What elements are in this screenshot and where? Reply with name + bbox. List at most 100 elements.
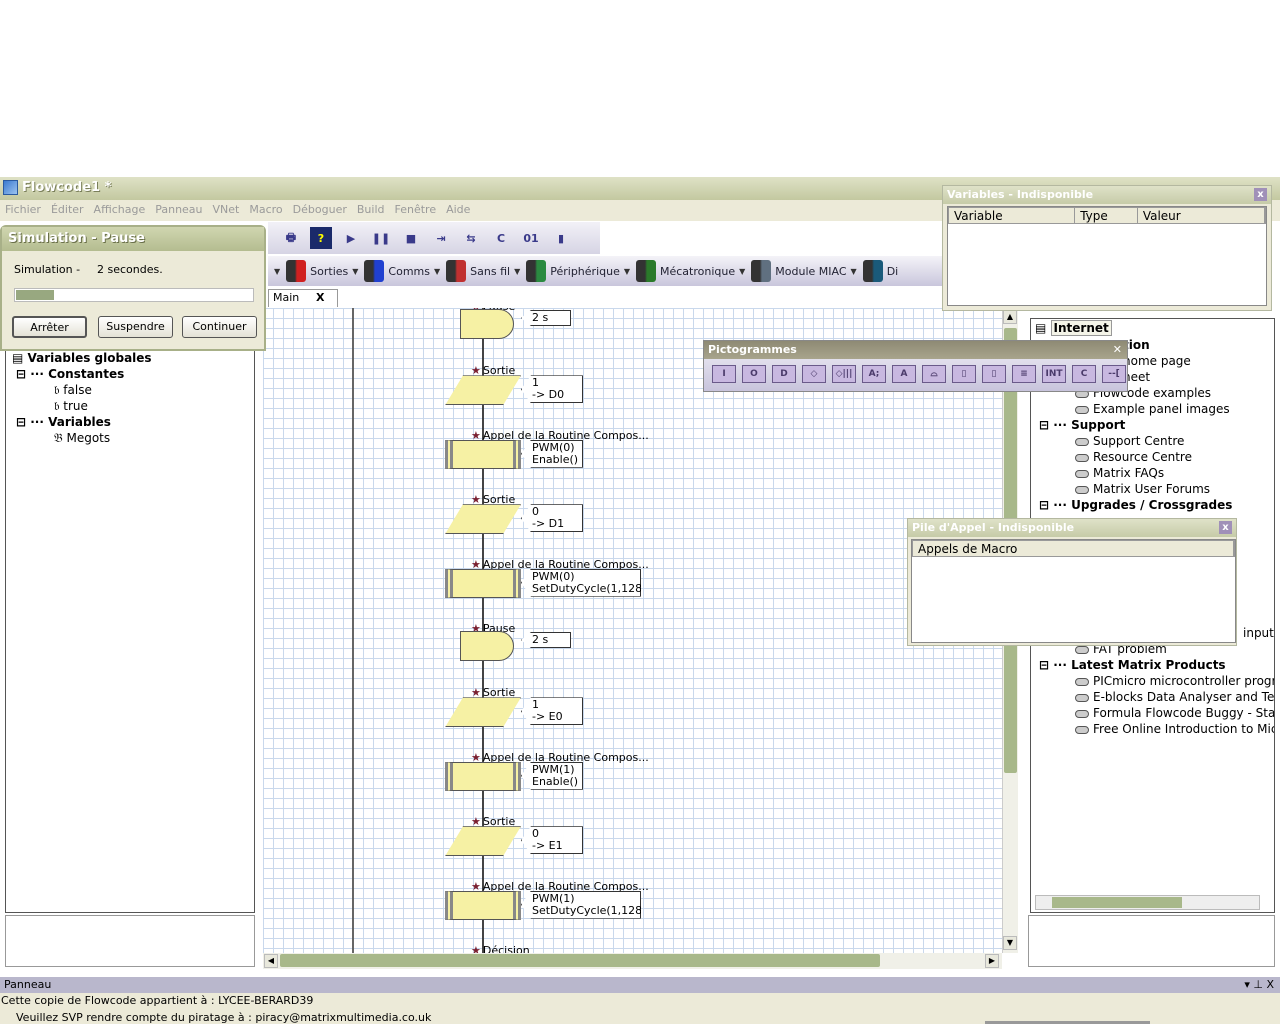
- dropdown-arrow-icon[interactable]: ▼: [352, 266, 359, 276]
- output-block[interactable]: [445, 504, 521, 534]
- tree-node-fragment[interactable]: tion: [1123, 338, 1150, 352]
- column-type[interactable]: Type: [1075, 208, 1138, 223]
- tree-leaf-false[interactable]: 𝔟 false: [54, 383, 92, 397]
- column-valeur[interactable]: Valeur: [1138, 208, 1265, 223]
- dropdown-arrow-icon[interactable]: ▼: [434, 266, 441, 276]
- component-macro-block[interactable]: [445, 890, 521, 920]
- scroll-down-icon[interactable]: ▼: [1003, 936, 1017, 950]
- tree-node-constantes[interactable]: ⊟ ··· Constantes: [16, 367, 125, 381]
- compile-hex-icon[interactable]: 01: [523, 231, 539, 245]
- tree-leaf-megots[interactable]: 𝔅 Megots: [54, 431, 111, 445]
- column-appels-de-macro[interactable]: Appels de Macro: [913, 541, 1234, 556]
- scroll-right-icon[interactable]: ▶: [985, 954, 999, 968]
- compile-c-icon[interactable]: C: [496, 231, 506, 245]
- pictogram-icon[interactable]: ◇: [802, 365, 826, 383]
- menu-8[interactable]: Fenêtre: [394, 203, 437, 216]
- component-macro-block[interactable]: [445, 439, 521, 469]
- tree-scroll-thumb[interactable]: [1052, 897, 1182, 908]
- menu-4[interactable]: VNet: [212, 203, 240, 216]
- tree-link-fragment[interactable]: input: [1243, 626, 1274, 640]
- pictogram-icon[interactable]: ◇|||: [832, 365, 856, 383]
- play-icon[interactable]: ▶: [346, 231, 356, 245]
- tree-root-internet[interactable]: ▤ Internet: [1035, 320, 1112, 336]
- menu-1[interactable]: Éditer: [50, 203, 84, 216]
- tree-link-example-panel-images[interactable]: Example panel images: [1075, 402, 1230, 416]
- horizontal-scroll-thumb[interactable]: [280, 954, 880, 967]
- output-block[interactable]: [445, 826, 521, 856]
- output-block[interactable]: [445, 375, 521, 405]
- menu-7[interactable]: Build: [356, 203, 385, 216]
- tree-leaf-true[interactable]: 𝔟 true: [54, 399, 88, 413]
- tree-link-fragment[interactable]: home page: [1123, 354, 1191, 368]
- tree-link[interactable]: PICmicro microcontroller progran: [1075, 674, 1274, 688]
- pictogram-icon[interactable]: ≡: [1012, 365, 1036, 383]
- tab-main[interactable]: Main X: [268, 289, 338, 307]
- close-icon[interactable]: x: [1254, 188, 1267, 201]
- tree-link[interactable]: Resource Centre: [1075, 450, 1192, 464]
- toolbar-tools-button[interactable]: Di: [862, 260, 898, 282]
- menu-3[interactable]: Panneau: [155, 203, 203, 216]
- pictogram-icon[interactable]: O: [742, 365, 766, 383]
- component-macro-block[interactable]: [445, 761, 521, 791]
- panneau-controls[interactable]: ▾ ⊥ X: [1244, 978, 1274, 991]
- tree-root-variables-globales[interactable]: ▤ Variables globales: [12, 351, 152, 365]
- toolbar-outputs-button[interactable]: Sorties ▼: [286, 260, 358, 282]
- menu-5[interactable]: Macro: [249, 203, 283, 216]
- pictogram-icon[interactable]: ⌓: [922, 365, 946, 383]
- continue-button[interactable]: Continuer: [182, 316, 257, 338]
- menu-6[interactable]: Déboguer: [292, 203, 347, 216]
- stop-button[interactable]: Arrêter: [12, 316, 87, 338]
- pictogram-icon[interactable]: ▯: [982, 365, 1006, 383]
- column-variable[interactable]: Variable: [949, 208, 1076, 223]
- pause-icon[interactable]: ❚❚: [371, 231, 391, 245]
- menu-2[interactable]: Affichage: [93, 203, 146, 216]
- output-block[interactable]: [445, 697, 521, 727]
- pictogram-icon[interactable]: INT: [1042, 365, 1066, 383]
- close-icon[interactable]: x: [1219, 521, 1232, 534]
- dropdown-arrow-icon[interactable]: ▼: [623, 266, 630, 276]
- dropdown-arrow-icon[interactable]: ▼: [274, 266, 281, 276]
- delay-block[interactable]: [460, 309, 514, 339]
- toolbar-miac-button[interactable]: Module MIAC ▼: [751, 260, 857, 282]
- tree-link[interactable]: Free Online Introduction to Micr: [1075, 722, 1274, 736]
- pictogram-icon[interactable]: D: [772, 365, 796, 383]
- menu-9[interactable]: Aide: [446, 203, 471, 216]
- toolbar-comms-button[interactable]: Comms ▼: [364, 260, 440, 282]
- tree-node-variables[interactable]: ⊟ ··· Variables: [16, 415, 111, 429]
- tree-link[interactable]: Matrix FAQs: [1075, 466, 1164, 480]
- help-icon[interactable]: ?: [310, 227, 332, 249]
- suspend-button[interactable]: Suspendre: [98, 316, 173, 338]
- tree-link-fragment[interactable]: heet: [1123, 370, 1151, 384]
- delay-block[interactable]: [460, 631, 514, 661]
- close-icon[interactable]: ✕: [1112, 343, 1122, 356]
- toolbar-wireless-button[interactable]: Sans fil ▼: [446, 260, 520, 282]
- component-macro-block[interactable]: [445, 568, 521, 598]
- toolbar-mechatronics-button[interactable]: Mécatronique ▼: [636, 260, 745, 282]
- tree-node-support[interactable]: ⊟ ··· Support: [1039, 418, 1126, 432]
- dropdown-arrow-icon[interactable]: ▼: [739, 266, 746, 276]
- menu-0[interactable]: Fichier: [5, 203, 41, 216]
- dropdown-arrow-icon[interactable]: ▼: [850, 266, 857, 276]
- pictogram-icon[interactable]: A: [892, 365, 916, 383]
- pictogram-icon[interactable]: C: [1072, 365, 1096, 383]
- chip-icon[interactable]: ▮: [557, 231, 565, 245]
- tree-link[interactable]: Formula Flowcode Buggy - Start: [1075, 706, 1274, 720]
- print-icon[interactable]: 🖶: [285, 230, 297, 244]
- tree-link[interactable]: Matrix User Forums: [1075, 482, 1210, 496]
- tree-node-upgrades[interactable]: ⊟ ··· Upgrades / Crossgrades: [1039, 498, 1233, 512]
- tree-horizontal-scrollbar[interactable]: [1035, 895, 1260, 910]
- tree-link[interactable]: E-blocks Data Analyser and Test: [1075, 690, 1274, 704]
- canvas-horizontal-scrollbar[interactable]: ◀ ▶: [263, 953, 1002, 969]
- tab-close-icon[interactable]: X: [316, 291, 325, 304]
- tree-link[interactable]: Support Centre: [1075, 434, 1184, 448]
- step-into-icon[interactable]: ⇥: [436, 231, 446, 245]
- scroll-up-icon[interactable]: ▲: [1003, 310, 1017, 324]
- pictogram-icon[interactable]: A;: [862, 365, 886, 383]
- dropdown-arrow-icon[interactable]: ▼: [514, 266, 521, 276]
- pictogram-icon[interactable]: --[: [1102, 365, 1126, 383]
- toolbar-peripheral-button[interactable]: Périphérique ▼: [526, 260, 630, 282]
- scroll-left-icon[interactable]: ◀: [264, 954, 278, 968]
- stop-icon[interactable]: ■: [405, 231, 417, 245]
- pictogram-icon[interactable]: ▯: [952, 365, 976, 383]
